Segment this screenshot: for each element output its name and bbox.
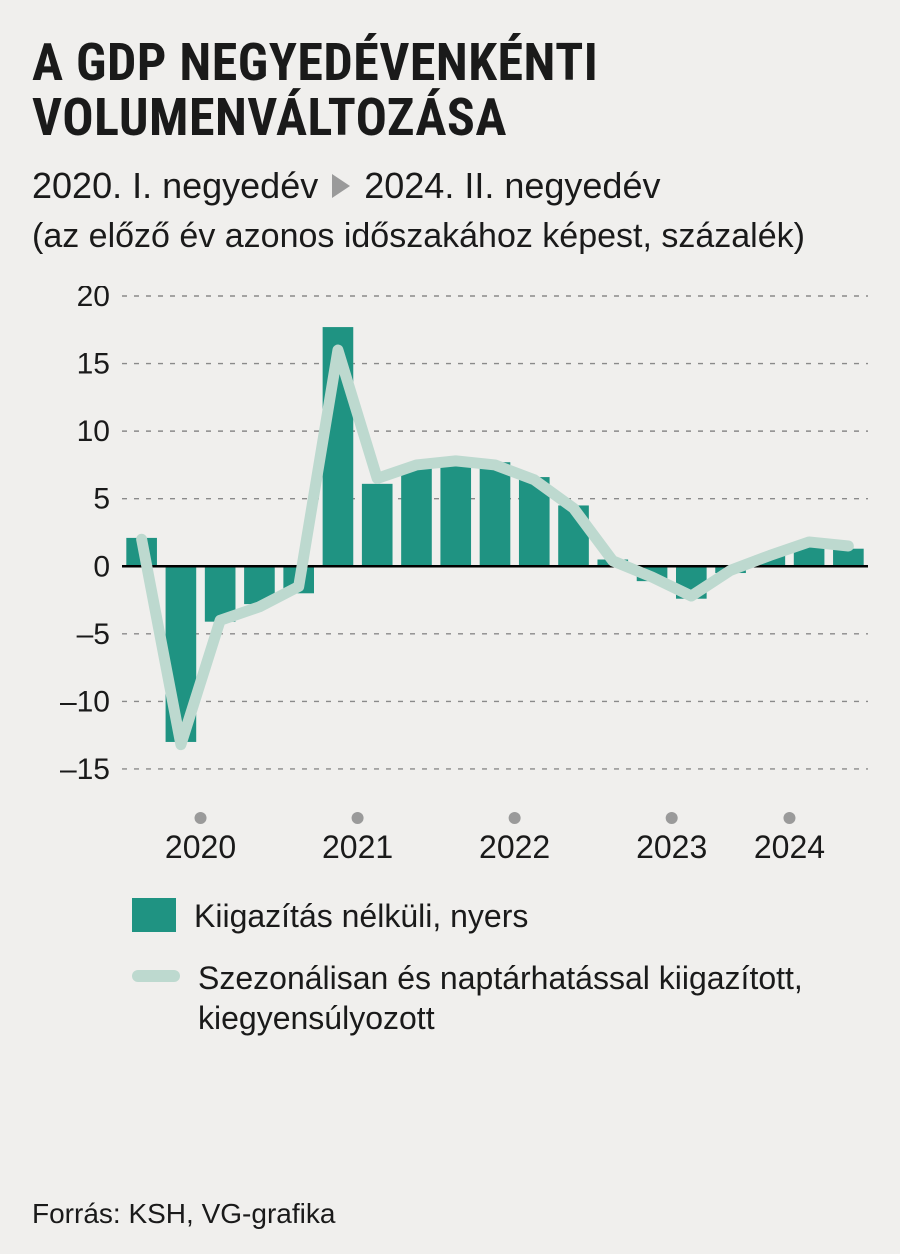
svg-text:2023: 2023	[636, 829, 707, 865]
svg-text:15: 15	[77, 348, 110, 381]
svg-text:10: 10	[77, 415, 110, 448]
svg-text:2022: 2022	[479, 829, 550, 865]
svg-text:–15: –15	[60, 753, 110, 786]
subtitle-from: 2020. I. negyedév	[32, 165, 318, 207]
legend: Kiigazítás nélküli, nyers Szezonálisan é…	[32, 896, 868, 1038]
legend-label-bar: Kiigazítás nélküli, nyers	[194, 896, 528, 936]
subtitle: 2020. I. negyedév 2024. II. negyedév	[32, 165, 868, 207]
chart: –15–10–50510152020202021202220232024	[32, 286, 868, 866]
svg-text:2024: 2024	[754, 829, 825, 865]
chart-title: A GDP NEGYEDÉVENKÉNTI VOLUMENVÁLTOZÁSA	[32, 36, 868, 145]
chart-title-line2: VOLUMENVÁLTOZÁSA	[32, 91, 868, 146]
chart-note: (az előző év azonos időszakához képest, …	[32, 217, 868, 256]
svg-text:2021: 2021	[322, 829, 393, 865]
svg-text:0: 0	[93, 550, 110, 583]
svg-text:20: 20	[77, 286, 110, 313]
arrow-icon	[332, 174, 350, 198]
legend-item-bar: Kiigazítás nélküli, nyers	[132, 896, 868, 936]
chart-svg: –15–10–50510152020202021202220232024	[32, 286, 868, 866]
svg-text:–10: –10	[60, 686, 110, 719]
svg-text:5: 5	[93, 483, 110, 516]
legend-swatch-bar	[132, 898, 176, 932]
legend-item-line: Szezonálisan és naptárhatással kiigazíto…	[132, 958, 868, 1038]
svg-text:–5: –5	[77, 618, 110, 651]
chart-title-line1: A GDP NEGYEDÉVENKÉNTI	[32, 36, 868, 91]
legend-swatch-line	[132, 970, 180, 982]
legend-label-line: Szezonálisan és naptárhatással kiigazíto…	[198, 958, 868, 1038]
svg-text:2020: 2020	[165, 829, 236, 865]
source-text: Forrás: KSH, VG-grafika	[32, 1198, 335, 1230]
subtitle-to: 2024. II. negyedév	[364, 165, 660, 207]
